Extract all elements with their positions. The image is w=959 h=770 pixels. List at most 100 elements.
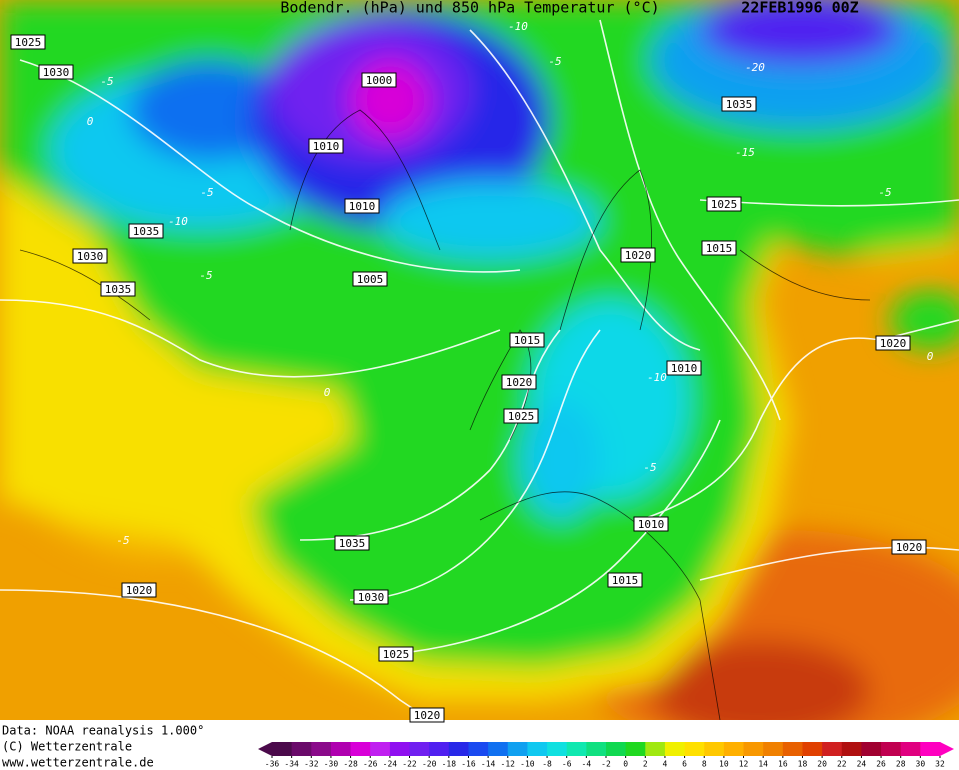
- legend-swatch: [389, 742, 411, 756]
- isobar-label-box: [666, 360, 702, 376]
- isobar-label-box: [875, 335, 911, 351]
- isobar-label: 1020: [880, 337, 907, 350]
- isobar-label-box: [344, 198, 380, 214]
- legend-swatch: [448, 742, 469, 756]
- legend-swatch: [507, 742, 528, 756]
- legend-swatch: [841, 742, 862, 756]
- temperature-label: -5: [199, 269, 212, 282]
- legend-swatch: [488, 742, 509, 756]
- legend-swatch: [881, 742, 902, 756]
- legend-tick-label: 26: [876, 760, 886, 769]
- legend-tick-label: 14: [758, 760, 768, 769]
- isobar-label: 1035: [339, 537, 366, 550]
- legend-tick-label: 32: [935, 760, 945, 769]
- isobar-label-box: [509, 332, 545, 348]
- isobar-label: 1015: [612, 574, 639, 587]
- isobar-label: 1025: [15, 36, 42, 49]
- legend-tick-label: -24: [383, 760, 398, 769]
- isobar-label-box: [620, 247, 656, 263]
- legend-swatch: [861, 742, 882, 756]
- legend-swatch: [370, 742, 391, 756]
- legend-swatch: [409, 742, 430, 756]
- legend-swatch: [645, 742, 666, 756]
- isobar-label-box: [100, 281, 136, 297]
- isobar-label: 1015: [514, 334, 541, 347]
- legend-swatch: [723, 742, 745, 756]
- contour-labels: 1000 1025 1030 1010 1010 1035 1025 1015 1020 1005…: [10, 20, 934, 723]
- temperature-label: -15: [735, 146, 755, 159]
- temperature-label: -20: [745, 61, 765, 74]
- isobar-label: 1020: [126, 584, 153, 597]
- isobar-label-box: [409, 707, 445, 723]
- legend-swatch: [350, 742, 371, 756]
- legend-tick-label: -32: [304, 760, 319, 769]
- legend-swatch: [782, 742, 803, 756]
- legend-tick-label: -6: [562, 760, 572, 769]
- legend-swatch: [743, 742, 764, 756]
- isobar-label-box: [891, 539, 927, 555]
- legend-tick-label: -36: [265, 760, 280, 769]
- legend-tick-label: 0: [623, 760, 628, 769]
- legend-tick-label: 16: [778, 760, 788, 769]
- isobar-label-box: [378, 646, 414, 662]
- isobar-label-box: [633, 516, 669, 532]
- temperature-label: -10: [508, 20, 528, 33]
- isobar-label: 1035: [133, 225, 160, 238]
- temperature-label: -5: [116, 534, 129, 547]
- legend-swatch: [822, 742, 843, 756]
- legend-swatch: [291, 742, 312, 756]
- isobar-label: 1020: [506, 376, 533, 389]
- isobar-label: 1020: [414, 709, 441, 722]
- legend-tick-label: 6: [682, 760, 687, 769]
- isobar-label: 1010: [638, 518, 665, 531]
- legend-tick-label: 18: [798, 760, 808, 769]
- legend-tick-label: -8: [542, 760, 552, 769]
- isobar-label: 1025: [383, 648, 410, 661]
- coastlines: [19, 109, 871, 720]
- temperature-label: 0: [87, 115, 94, 128]
- legend-swatch: [704, 742, 725, 756]
- legend-tick-label: -14: [481, 760, 496, 769]
- legend-arrow-right: [940, 742, 954, 756]
- isobar-label: 1010: [671, 362, 698, 375]
- footer-line: Data: NOAA reanalysis 1.000°: [2, 724, 204, 738]
- isobar-label-box: [501, 374, 537, 390]
- legend-tick-label: 22: [837, 760, 847, 769]
- legend-swatch: [664, 742, 686, 756]
- temperature-label: 0: [927, 350, 934, 363]
- legend-tick-label: 12: [739, 760, 749, 769]
- temperature-label: 0: [324, 386, 331, 399]
- isobar-label: 1035: [726, 98, 753, 111]
- isobar-label-box: [721, 96, 757, 112]
- legend-tick-label: 8: [702, 760, 707, 769]
- legend-tick-label: -18: [442, 760, 457, 769]
- map-title: Bodendr. (hPa) und 850 hPa Temperatur (°…: [280, 0, 659, 17]
- legend-swatch: [606, 742, 627, 756]
- legend-swatch: [900, 742, 921, 756]
- legend-swatch: [468, 742, 489, 756]
- color-legend: -36 -34 -32 -30 -28 -26 -24 -22 -20 -18 -16 -14 -12-…: [258, 742, 954, 769]
- legend-tick-label: -34: [284, 760, 299, 769]
- isobar-label: 1000: [366, 74, 393, 87]
- legend-swatch: [272, 742, 293, 756]
- legend-tick-label: -30: [324, 760, 339, 769]
- temperature-label: -5: [643, 461, 656, 474]
- isobar-label: 1025: [508, 410, 535, 423]
- temperature-field: [0, 0, 959, 720]
- legend-tick-label: 2: [643, 760, 648, 769]
- legend-tick-label: 24: [857, 760, 867, 769]
- legend-swatch: [527, 742, 548, 756]
- legend-swatch: [429, 742, 450, 756]
- isobar-label: 1010: [313, 140, 340, 153]
- isobar-label: 1035: [105, 283, 132, 296]
- legend-tick-label: -26: [363, 760, 378, 769]
- legend-swatch: [920, 742, 941, 756]
- isobar-label: 1005: [357, 273, 384, 286]
- legend-arrow-left: [258, 742, 272, 756]
- footer-line: (C) Wetterzentrale: [2, 740, 132, 754]
- temperature-label: -5: [548, 55, 561, 68]
- map-date: 22FEB1996 00Z: [741, 0, 858, 17]
- legend-tick-label: -2: [601, 760, 611, 769]
- isobar-label: 1015: [706, 242, 733, 255]
